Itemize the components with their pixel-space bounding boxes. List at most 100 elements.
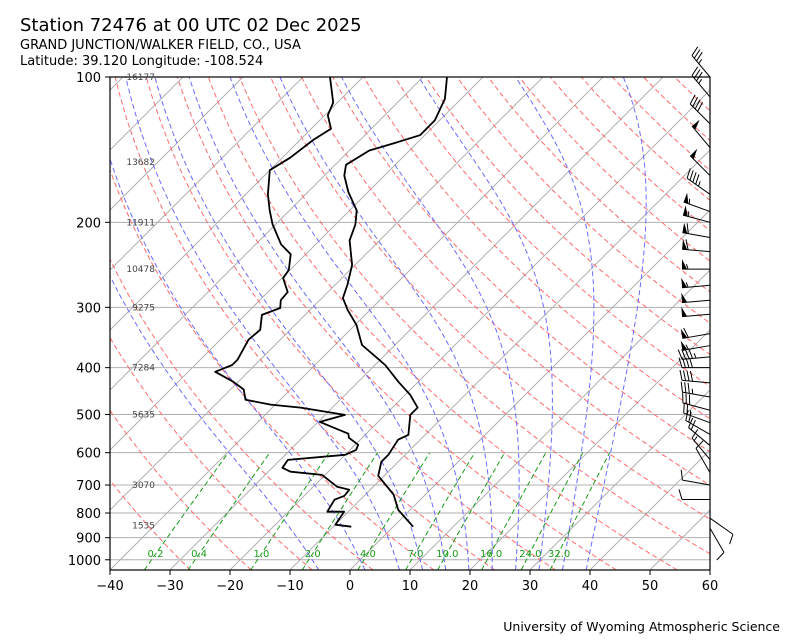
barb-staff bbox=[695, 448, 711, 473]
dry-adiabat bbox=[674, 77, 710, 112]
mixing-ratio-line bbox=[250, 452, 330, 570]
barb-full bbox=[729, 534, 734, 545]
moist-adiabat bbox=[125, 77, 401, 570]
isotherm bbox=[110, 77, 364, 331]
barb-staff bbox=[683, 201, 711, 213]
y-tick-label: 600 bbox=[76, 447, 101, 462]
mixing-ratio-line bbox=[549, 452, 611, 570]
barb-full bbox=[695, 174, 700, 185]
barb-staff bbox=[709, 517, 734, 535]
station-location: Latitude: 39.120 Longitude: -108.524 bbox=[20, 54, 263, 69]
dry-adiabat bbox=[394, 77, 710, 388]
barb-full bbox=[683, 327, 689, 338]
moist-adiabat bbox=[110, 157, 366, 570]
height-label: 16177 bbox=[126, 73, 155, 83]
dry-adiabat bbox=[580, 77, 710, 201]
barb-full bbox=[687, 382, 690, 394]
barb-full bbox=[689, 94, 696, 105]
wind-barb bbox=[709, 517, 734, 545]
dry-adiabat bbox=[110, 168, 435, 570]
isotherm bbox=[110, 77, 484, 451]
y-tick-label: 300 bbox=[76, 301, 101, 316]
mixing-ratio-label: 2.0 bbox=[305, 549, 321, 560]
barb-full bbox=[697, 101, 704, 112]
barb-full bbox=[677, 349, 683, 360]
barb-staff bbox=[682, 345, 711, 351]
barb-full bbox=[681, 349, 687, 360]
mixing-ratio-line bbox=[187, 452, 271, 570]
barb-flag bbox=[681, 277, 688, 288]
x-tick-label: 50 bbox=[642, 579, 659, 594]
x-tick-label: −30 bbox=[156, 579, 183, 594]
barb-half bbox=[693, 353, 697, 359]
isotherm bbox=[110, 77, 544, 511]
isotherm bbox=[349, 209, 710, 570]
wind-barb bbox=[683, 402, 711, 424]
mixing-ratio-label: 10.0 bbox=[436, 549, 458, 560]
dry-adiabat bbox=[110, 409, 252, 570]
wind-barbs bbox=[677, 46, 734, 561]
barb-flag bbox=[680, 340, 688, 351]
wind-barb bbox=[689, 148, 711, 176]
barb-full bbox=[689, 357, 693, 368]
axes: 0.2 0.4 1.0 2.0 4.0 7.0 10.0 16.0 24.0 32.0100200… bbox=[68, 71, 718, 594]
x-tick-label: 60 bbox=[702, 579, 719, 594]
barb-staff bbox=[688, 427, 711, 446]
barb-staff bbox=[709, 527, 725, 553]
isotherm bbox=[0, 77, 63, 570]
wind-barb bbox=[680, 469, 711, 486]
x-tick-label: 30 bbox=[522, 579, 539, 594]
isotherm bbox=[409, 269, 710, 570]
height-label: 7284 bbox=[132, 364, 155, 374]
barb-full bbox=[686, 223, 689, 234]
isotherm bbox=[110, 77, 424, 391]
barb-half bbox=[686, 263, 689, 270]
barb-flag bbox=[683, 192, 689, 204]
height-label: 11911 bbox=[126, 218, 155, 228]
barb-staff bbox=[691, 55, 711, 78]
isotherm bbox=[469, 329, 710, 570]
x-tick-label: 10 bbox=[402, 579, 419, 594]
y-tick-label: 800 bbox=[76, 507, 101, 522]
barb-full bbox=[685, 239, 689, 250]
wind-barb bbox=[691, 66, 711, 98]
barb-full bbox=[691, 46, 699, 56]
dry-adiabat bbox=[207, 77, 678, 570]
barb-flag bbox=[681, 306, 688, 317]
barb-full bbox=[684, 348, 690, 359]
barb-full bbox=[689, 170, 694, 181]
dry-adiabat bbox=[301, 77, 710, 486]
mixing-ratio-line bbox=[301, 452, 379, 570]
wind-barb bbox=[683, 192, 711, 213]
barb-full bbox=[694, 99, 701, 110]
barb-staff bbox=[682, 313, 711, 318]
isotherm bbox=[529, 389, 710, 570]
wind-barb bbox=[682, 205, 711, 223]
barb-full bbox=[691, 66, 699, 76]
barb-half bbox=[685, 282, 689, 288]
mixing-ratio-label: 1.0 bbox=[254, 549, 270, 560]
wind-barb bbox=[678, 489, 710, 500]
y-tick-label: 200 bbox=[76, 216, 101, 231]
barb-staff bbox=[682, 391, 711, 398]
barb-flag bbox=[690, 148, 698, 160]
height-label: 13682 bbox=[126, 158, 155, 168]
barb-half bbox=[693, 436, 698, 442]
barb-staff bbox=[682, 479, 711, 486]
plot-frame bbox=[109, 76, 711, 571]
barb-half bbox=[685, 344, 689, 350]
dry-adiabat bbox=[110, 479, 191, 570]
credit: University of Wyoming Atmospheric Scienc… bbox=[503, 619, 780, 634]
wind-barb bbox=[679, 370, 711, 384]
dry-adiabat bbox=[425, 77, 710, 356]
barb-full bbox=[693, 69, 701, 79]
height-label: 1535 bbox=[132, 522, 155, 532]
height-label: 3070 bbox=[132, 481, 155, 491]
barb-full bbox=[682, 357, 686, 368]
barb-flag bbox=[682, 222, 688, 234]
x-tick-label: 20 bbox=[462, 579, 479, 594]
moist-adiabat bbox=[154, 77, 424, 570]
barb-flag bbox=[682, 259, 687, 270]
barb-staff bbox=[682, 299, 711, 304]
